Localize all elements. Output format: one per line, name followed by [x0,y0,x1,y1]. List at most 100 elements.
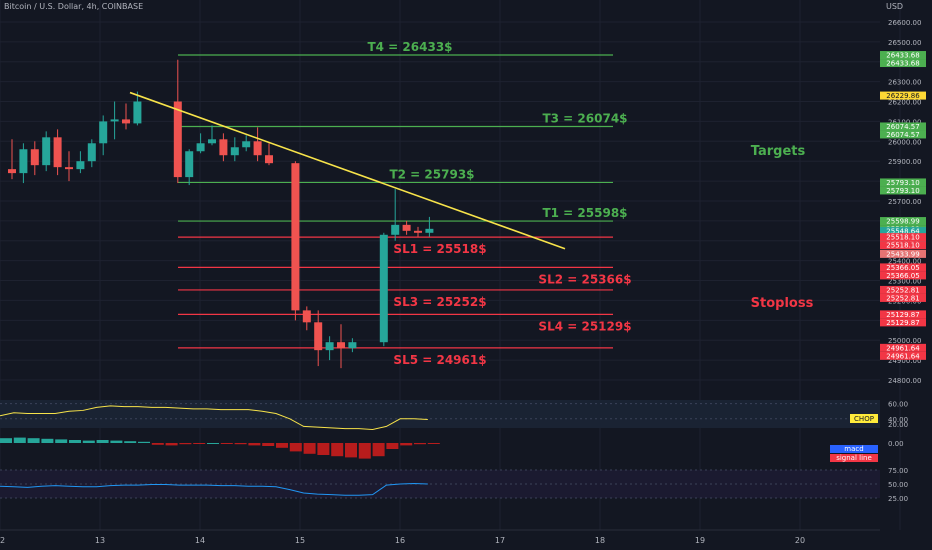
candle-body [242,141,251,148]
macd-histogram-bar [234,443,247,445]
price-tick-label: 25000.00 [888,337,921,345]
price-tag [880,241,926,250]
candle-body [53,137,62,168]
price-tag-label: 26229.86 [886,92,920,100]
price-tag-label: 26074.57 [886,131,919,139]
price-tag [880,91,926,100]
price-tick-label: 26600.00 [888,19,921,27]
candle-body [133,101,142,124]
candle-body [379,234,388,343]
time-tick-label: 14 [195,536,205,545]
macd-histogram-bar [193,443,206,444]
target-label: T3 = 26074$ [542,111,627,125]
candle-body [42,137,51,166]
targets-section-label: Targets [751,144,806,159]
stoploss-section-label: Stoploss [751,296,814,311]
candle-body [30,149,39,166]
candle-body [230,147,239,156]
price-tag [880,293,926,302]
macd-histogram-bar [179,443,192,445]
time-tick-label: 18 [595,536,605,545]
target-label: T2 = 25793$ [389,167,474,181]
macd-histogram-bar [248,443,261,446]
price-tag [880,186,926,195]
macd-histogram-bar [386,443,399,449]
price-tag [880,285,926,294]
price-tick-label: 24900.00 [888,357,921,365]
candle-body [219,139,228,156]
time-tick-label: 20 [795,536,805,545]
price-tag [880,51,926,60]
stoploss-label: SL2 = 25366$ [538,272,631,286]
rsi-line [0,482,428,496]
macd-histogram-bar [289,443,302,452]
signal-badge [830,454,878,462]
price-tag [880,351,926,360]
macd-histogram-bar [138,441,150,443]
candle-body [173,101,182,178]
price-tick-label: 25900.00 [888,158,921,166]
time-tick-label: 17 [495,536,505,545]
price-tag-label: 26074.57 [886,123,919,131]
chop-line [0,405,428,430]
price-tick-label: 25300.00 [888,278,921,286]
candle-body [8,169,16,174]
macd-histogram-bar [427,443,440,444]
price-tick-label: 24800.00 [888,377,921,385]
trendline [129,91,566,250]
macd-tick-label: 0.00 [888,440,904,448]
price-tag-label: 26433.68 [886,52,919,60]
price-tag [880,59,926,68]
candle-body [291,163,300,311]
price-tag [880,233,926,242]
stoploss-label: SL1 = 25518$ [393,242,486,256]
price-tag-label: 26433.68 [886,60,919,68]
price-tick-label: 26100.00 [888,118,921,126]
macd-histogram-bar [207,443,219,444]
macd-histogram-bar [110,440,123,443]
candle-body [19,149,28,174]
macd-histogram-bar [414,443,426,445]
rsi-tick-label: 75.00 [888,467,908,475]
price-tag [880,318,926,327]
chop-pane-bg [0,400,880,428]
price-tag-label: 25433.99 [886,250,919,258]
price-tick-label: 25400.00 [888,258,921,266]
price-tag-label: 25793.10 [886,179,919,187]
macd-histogram-bar [303,443,316,454]
stoploss-label: SL5 = 24961$ [393,353,486,367]
candle-body [208,139,216,144]
candle-body [391,224,400,235]
macd-histogram-bar [331,443,344,457]
candle-body [99,121,108,144]
macd-histogram-bar [55,439,68,443]
time-tick-label: 15 [295,536,305,545]
chop-tick-label: 60.00 [888,401,908,409]
price-tag [880,343,926,352]
target-label: T4 = 26433$ [367,40,452,54]
price-tag-label: 25548.64 [886,228,920,236]
time-tick-label: 16 [395,536,405,545]
candle-body [337,342,345,349]
candle-body [122,119,130,124]
price-tag-label: 25129.87 [886,319,919,327]
price-tag-label: 24961.64 [886,344,920,352]
price-tick-label: 25700.00 [888,198,921,206]
macd-histogram-bar [358,443,371,459]
macd-histogram-bar [372,443,385,457]
price-tick-label: 26200.00 [888,99,921,107]
price-tag [880,227,926,236]
symbol-title: Bitcoin / U.S. Dollar, 4h, COINBASE [4,2,144,11]
currency-label: USD [886,2,903,11]
candle-body [325,342,334,351]
candle-body [87,143,96,162]
macd-histogram-bar [41,438,54,443]
price-tick-label: 26300.00 [888,79,921,87]
stoploss-label: SL4 = 25129$ [538,319,631,333]
macd-histogram-bar [124,441,137,443]
candle-body [196,143,205,152]
price-tick-label: 26000.00 [888,138,921,146]
price-tag [880,130,926,139]
price-tag-label: 25518.10 [886,234,919,242]
